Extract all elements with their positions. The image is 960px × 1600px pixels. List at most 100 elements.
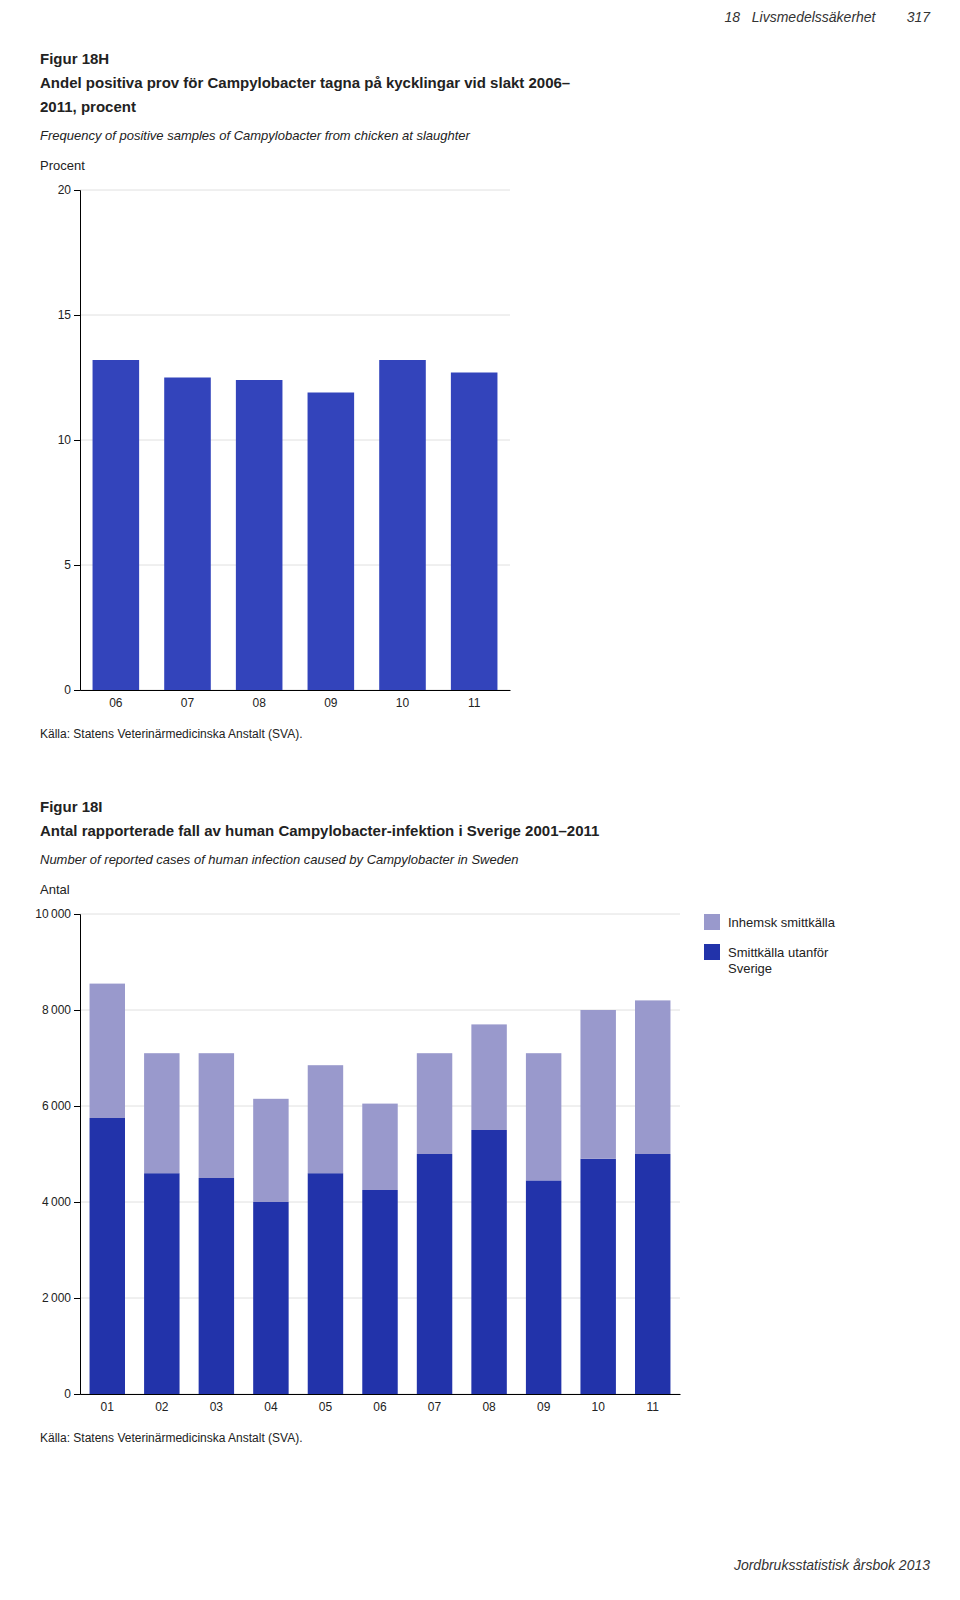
bar xyxy=(308,393,355,691)
x-tick: 01 xyxy=(101,1400,115,1414)
chart-subtitle: Frequency of positive samples of Campylo… xyxy=(40,128,471,143)
plot-area: 02 0004 0006 0008 00010 0000102030405060… xyxy=(35,907,835,1413)
bar-segment xyxy=(144,1173,179,1394)
y-tick: 10 xyxy=(58,433,80,447)
y-tick-mark xyxy=(74,1106,80,1107)
bar-segment xyxy=(580,1159,615,1394)
x-tick: 06 xyxy=(109,696,123,710)
bar xyxy=(451,373,498,691)
chart-title: 2011, procent xyxy=(40,98,136,115)
x-tick: 09 xyxy=(537,1400,551,1414)
bar-segment xyxy=(253,1202,288,1394)
x-tick-label: 05 xyxy=(319,1400,333,1414)
y-tick-mark xyxy=(74,315,80,316)
y-tick-label: 8 000 xyxy=(42,1003,71,1017)
x-axis: 06 07 08 09 10 11 xyxy=(81,691,511,710)
y-axis-line xyxy=(74,915,81,1395)
bar-segment xyxy=(417,1154,452,1394)
x-axis-line xyxy=(81,1394,681,1395)
chart-subtitle: Number of reported cases of human infect… xyxy=(40,852,518,867)
bar-segment xyxy=(199,1053,234,1178)
grid xyxy=(80,914,680,1394)
x-tick: 07 xyxy=(181,696,195,710)
bar-segment xyxy=(635,1000,670,1154)
grid-line xyxy=(80,565,510,566)
bar xyxy=(236,380,283,690)
x-tick-label: 06 xyxy=(109,696,123,710)
y-tick-label: 2 000 xyxy=(42,1291,71,1305)
x-tick: 04 xyxy=(264,1400,278,1414)
y-tick-label: 5 xyxy=(64,558,71,572)
x-tick-label: 08 xyxy=(482,1400,496,1414)
grid xyxy=(80,190,510,690)
legend-label: Inhemsk smittkälla xyxy=(728,915,836,930)
grid-line xyxy=(80,315,510,316)
bar xyxy=(164,378,211,691)
source-note: Källa: Statens Veterinärmedicinska Ansta… xyxy=(40,1431,303,1445)
y-tick: 15 xyxy=(58,308,80,322)
y-tick-label: 20 xyxy=(58,183,72,197)
series xyxy=(90,984,671,1202)
chart-title: Figur 18H xyxy=(40,50,109,67)
legend-swatch xyxy=(704,944,720,960)
x-tick: 11 xyxy=(468,696,481,710)
x-tick-label: 07 xyxy=(428,1400,442,1414)
bar-segment xyxy=(471,1130,506,1394)
y-tick-mark xyxy=(74,1298,80,1299)
chart: Figur 18IAntal rapporterade fall av huma… xyxy=(35,798,835,1445)
legend-swatch xyxy=(704,914,720,930)
y-axis: 02 0004 0006 0008 00010 000 xyxy=(35,907,80,1401)
x-tick: 10 xyxy=(396,696,410,710)
chart-title: Figur 18I xyxy=(40,798,103,815)
legend-label: Smittkälla utanförSverige xyxy=(728,945,829,976)
x-tick: 07 xyxy=(428,1400,442,1414)
x-tick-label: 08 xyxy=(252,696,266,710)
bar-segment xyxy=(308,1065,343,1173)
y-tick: 5 xyxy=(64,558,80,572)
x-tick-label: 03 xyxy=(210,1400,224,1414)
bars xyxy=(90,984,671,1394)
x-tick: 09 xyxy=(324,696,338,710)
y-axis-line xyxy=(74,191,81,691)
y-tick-label: 10 xyxy=(58,433,72,447)
chart-title: Andel positiva prov för Campylobacter ta… xyxy=(40,74,570,91)
y-tick-mark xyxy=(74,190,80,191)
x-tick-label: 02 xyxy=(155,1400,169,1414)
x-tick-label: 11 xyxy=(468,696,481,710)
grid-line xyxy=(80,914,680,915)
x-tick-label: 10 xyxy=(592,1400,606,1414)
y-tick: 2 000 xyxy=(42,1291,80,1305)
x-tick-label: 11 xyxy=(646,1400,659,1414)
y-tick-mark xyxy=(74,1202,80,1203)
y-tick-label: 0 xyxy=(64,683,71,697)
x-tick: 05 xyxy=(319,1400,333,1414)
y-tick: 10 000 xyxy=(35,907,80,921)
bar-segment xyxy=(417,1053,452,1154)
legend: Inhemsk smittkälla Smittkälla utanförSver… xyxy=(704,914,836,976)
grid-line xyxy=(80,440,510,441)
y-tick-label: 15 xyxy=(58,308,72,322)
y-tick-mark xyxy=(74,1010,80,1011)
x-tick-label: 09 xyxy=(537,1400,551,1414)
x-tick-label: 01 xyxy=(101,1400,115,1414)
bar-segment xyxy=(471,1024,506,1130)
bar-segment xyxy=(362,1104,397,1190)
y-tick-label: 0 xyxy=(64,1387,71,1401)
source-note: Källa: Statens Veterinärmedicinska Ansta… xyxy=(40,727,303,741)
bar-segment xyxy=(253,1099,288,1202)
legend-item: Smittkälla utanförSverige xyxy=(704,944,829,976)
legend-item: Inhemsk smittkälla xyxy=(704,914,836,930)
x-tick: 08 xyxy=(252,696,266,710)
y-tick-label: 6 000 xyxy=(42,1099,71,1113)
y-tick: 20 xyxy=(58,183,80,197)
y-axis: 0 5 10 15 20 xyxy=(58,183,81,697)
y-axis-title: Antal xyxy=(40,882,70,897)
x-tick-label: 06 xyxy=(373,1400,387,1414)
bar-segment xyxy=(90,1118,125,1394)
bar-segment xyxy=(580,1010,615,1159)
x-tick: 03 xyxy=(210,1400,224,1414)
y-tick: 0 xyxy=(64,1387,80,1401)
x-tick: 08 xyxy=(482,1400,496,1414)
x-tick: 06 xyxy=(373,1400,387,1414)
grid-line xyxy=(80,190,510,191)
